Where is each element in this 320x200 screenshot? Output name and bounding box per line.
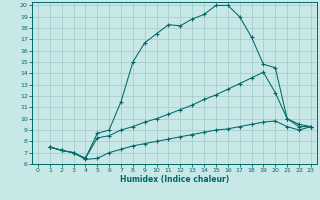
- X-axis label: Humidex (Indice chaleur): Humidex (Indice chaleur): [120, 175, 229, 184]
